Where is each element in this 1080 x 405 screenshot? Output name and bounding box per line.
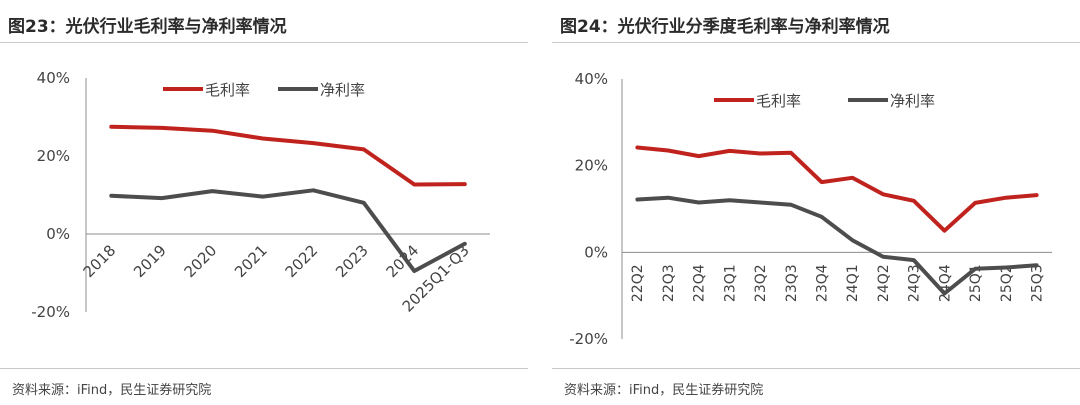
right-data-point-gross-margin <box>820 180 824 184</box>
right-data-point-gross-margin <box>1004 196 1008 200</box>
left-data-point-gross-margin <box>311 141 315 145</box>
right-data-point-gross-margin <box>789 151 793 155</box>
right-y-tick-label: 40% <box>575 70 608 88</box>
right-data-point-net-margin <box>973 267 977 271</box>
right-x-tick-label: 23Q4 <box>815 264 831 302</box>
left-legend-label-gross-margin: 毛利率 <box>205 81 250 99</box>
left-data-point-net-margin <box>261 195 265 199</box>
left-source-note: 资料来源：iFind，民生证券研究院 <box>12 383 212 398</box>
right-data-point-net-margin <box>666 196 670 200</box>
left-data-point-gross-margin <box>160 126 164 130</box>
left-x-tick-label: 2020 <box>181 241 221 281</box>
left-series-line-gross-margin <box>109 124 467 187</box>
right-data-point-gross-margin <box>666 149 670 152</box>
right-data-point-gross-margin <box>881 192 885 196</box>
right-data-point-gross-margin <box>697 154 701 158</box>
right-chart-panel: 图24：光伏行业分季度毛利率与净利率情况 40% 20% 0% -20% 22Q2 22Q… <box>552 0 1080 405</box>
right-x-tick-label: 22Q3 <box>661 264 677 302</box>
right-data-point-gross-margin <box>758 152 762 156</box>
left-x-tick-label: 2019 <box>130 241 170 281</box>
left-legend-label-net-margin: 净利率 <box>320 81 365 99</box>
left-x-tick-label: 2024 <box>383 241 423 281</box>
right-y-tick-label: -20% <box>569 330 608 348</box>
right-chart-svg: 40% 20% 0% -20% 22Q2 22Q3 22Q4 23Q1 23Q2 23Q3 23Q4… <box>569 70 1052 348</box>
right-data-point-gross-margin <box>912 199 916 203</box>
left-chart-svg: 40%20%0%-20%2018 2019 2020 2021 2022 2023 2024… <box>31 69 490 321</box>
left-data-point-gross-margin <box>109 125 113 129</box>
left-x-tick-label: 2023 <box>332 241 372 281</box>
left-y-tick-label: -20% <box>31 303 70 321</box>
right-legend-label-gross-margin: 毛利率 <box>756 92 801 110</box>
right-data-point-gross-margin <box>635 145 639 149</box>
right-legend-label-net-margin: 净利率 <box>890 92 935 110</box>
left-title-rule <box>0 42 528 43</box>
right-data-point-gross-margin <box>973 201 977 205</box>
right-data-point-net-margin <box>635 197 639 201</box>
right-chart-title: 图24：光伏行业分季度毛利率与净利率情况 <box>560 17 890 37</box>
right-x-tick-label: 22Q4 <box>692 264 708 302</box>
right-data-point-net-margin <box>758 201 762 204</box>
right-data-point-net-margin <box>943 292 946 295</box>
right-x-tick-label: 24Q2 <box>876 264 892 302</box>
left-x-tick-label: 2021 <box>231 241 271 281</box>
right-x-tick-label: 24Q1 <box>845 264 861 302</box>
left-data-point-net-margin <box>311 188 315 192</box>
right-x-tick-label: 25Q2 <box>999 264 1015 302</box>
right-x-tick-label: 25Q3 <box>1030 264 1046 302</box>
left-source-rule <box>0 368 528 369</box>
right-data-point-net-margin <box>697 201 701 204</box>
right-x-tick-label: 23Q2 <box>753 264 769 302</box>
left-data-point-net-margin <box>463 242 467 246</box>
left-data-point-net-margin <box>109 194 113 198</box>
right-y-tick-label: 0% <box>584 243 608 261</box>
left-series-line-net-margin <box>109 188 467 273</box>
left-data-point-gross-margin <box>463 182 467 186</box>
right-y-tick-label: 20% <box>575 157 608 175</box>
right-x-tick-label: 23Q3 <box>784 264 800 302</box>
right-title-rule <box>552 42 1080 43</box>
right-series-line-net-margin <box>635 195 1039 296</box>
right-source-note: 资料来源：iFind，民生证券研究院 <box>564 383 764 398</box>
left-y-tick-label: 0% <box>46 225 70 243</box>
left-y-tick-label: 40% <box>37 69 70 87</box>
left-y-tick-label: 20% <box>37 147 70 165</box>
left-data-point-gross-margin <box>412 182 416 186</box>
left-data-point-gross-margin <box>362 147 366 151</box>
left-chart-title: 图23：光伏行业毛利率与净利率情况 <box>8 17 287 37</box>
right-data-point-net-margin <box>850 238 854 242</box>
right-data-point-net-margin <box>789 203 793 207</box>
left-data-point-net-margin <box>210 189 214 193</box>
right-data-point-gross-margin <box>943 229 946 233</box>
left-data-point-gross-margin <box>261 136 265 140</box>
right-x-tick-label: 24Q3 <box>907 264 923 302</box>
left-data-point-net-margin <box>160 196 164 200</box>
left-chart-panel: 图23：光伏行业毛利率与净利率情况 40% 20% 0% -20% 2018 2019 20… <box>0 0 528 405</box>
left-data-point-net-margin <box>362 201 366 205</box>
left-data-point-gross-margin <box>210 129 214 133</box>
right-data-point-net-margin <box>820 215 824 219</box>
right-data-point-gross-margin <box>850 176 854 180</box>
right-source-rule <box>552 368 1080 369</box>
left-data-point-net-margin <box>412 269 416 273</box>
right-data-point-net-margin <box>728 198 731 202</box>
right-data-point-net-margin <box>1004 266 1008 269</box>
right-data-point-net-margin <box>881 255 885 259</box>
right-data-point-net-margin <box>912 258 916 262</box>
right-x-tick-label: 23Q1 <box>722 264 738 302</box>
right-x-tick-label: 24Q4 <box>937 264 953 302</box>
right-data-point-net-margin <box>1035 263 1039 267</box>
right-data-point-gross-margin <box>728 149 731 153</box>
right-series-line-gross-margin <box>635 145 1039 233</box>
left-x-tick-label: 2022 <box>282 241 322 281</box>
right-data-point-gross-margin <box>1035 193 1039 197</box>
right-x-tick-label: 22Q2 <box>630 264 646 302</box>
